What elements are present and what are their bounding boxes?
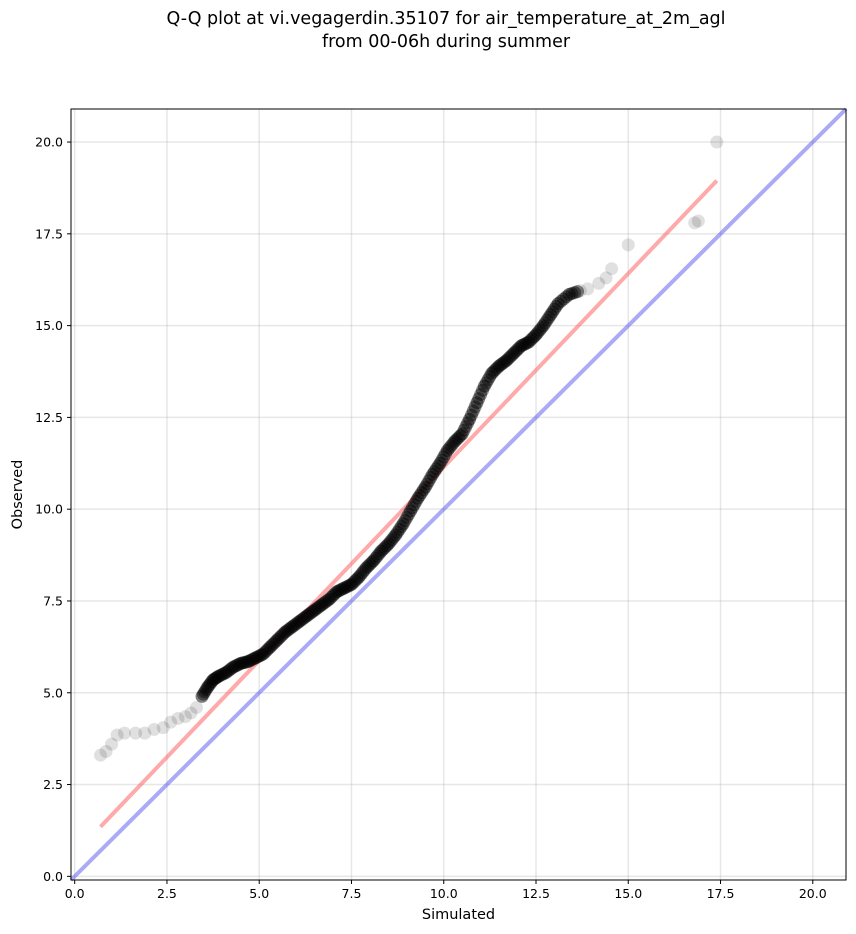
y-tick-label: 7.5: [43, 593, 63, 608]
data-point: [435, 453, 449, 467]
data-point: [477, 379, 491, 393]
data-point: [164, 715, 178, 729]
data-point: [710, 135, 724, 149]
data-point: [688, 216, 702, 230]
data-point: [565, 286, 579, 300]
data-point: [105, 737, 119, 751]
data-point: [118, 726, 132, 740]
x-tick-label: 10.0: [430, 886, 458, 901]
data-point: [592, 276, 606, 290]
data-point: [581, 282, 595, 296]
data-point: [529, 328, 543, 342]
data-point: [479, 376, 493, 390]
data-point: [99, 745, 113, 758]
data-point: [367, 554, 381, 568]
x-tick-label: 15.0: [614, 886, 642, 901]
data-point: [551, 297, 565, 311]
data-point: [398, 514, 412, 528]
plot-frame: [70, 108, 847, 881]
y-tick-label: 2.5: [43, 777, 63, 792]
data-point: [110, 728, 124, 742]
x-tick-label: 20.0: [799, 886, 827, 901]
fit-line: [99, 179, 719, 829]
data-point: [573, 284, 587, 298]
data-point: [544, 308, 558, 322]
y-tick-label: 10.0: [35, 502, 63, 517]
y-tick-label: 0.0: [43, 869, 63, 884]
data-point: [405, 501, 419, 515]
y-tick-label: 12.5: [35, 410, 63, 425]
data-point: [418, 480, 432, 494]
grid: [71, 109, 846, 880]
x-tick-label: 0.0: [65, 886, 85, 901]
identity-line: [69, 107, 848, 882]
data-point: [138, 726, 152, 740]
y-tick-label: 15.0: [35, 318, 63, 333]
data-point: [171, 711, 185, 725]
data-point: [147, 722, 161, 736]
data-point: [568, 286, 582, 300]
chart-title: Q-Q plot at vi.vegagerdin.35107 for air_…: [166, 9, 726, 29]
data-point: [189, 700, 203, 714]
x-axis: 0.0 2.5 5.0 7.5 10.0 12.5 15.0 17.5 20.0: [65, 880, 827, 901]
data-point: [426, 467, 440, 481]
data-point: [562, 287, 576, 301]
data-point: [411, 491, 425, 505]
data-point: [571, 285, 585, 299]
y-axis: 0.0 2.5 5.0 7.5 10.0 12.5 15.0 17.5 20.0: [35, 135, 71, 884]
data-point: [440, 443, 454, 457]
data-point: [404, 504, 418, 518]
x-tick-label: 2.5: [157, 886, 177, 901]
data-points: [94, 135, 724, 762]
y-tick-label: 5.0: [43, 685, 63, 700]
data-point: [381, 537, 395, 551]
data-point: [156, 721, 170, 735]
data-point: [433, 456, 447, 470]
data-point: [605, 262, 619, 276]
data-point: [420, 477, 434, 491]
chart-subtitle: from 00-06h during summer: [321, 32, 571, 52]
data-point: [621, 238, 635, 252]
x-tick-label: 12.5: [522, 886, 550, 901]
data-point: [599, 271, 613, 285]
data-point: [389, 528, 403, 542]
data-point: [691, 214, 705, 228]
data-point: [396, 517, 410, 531]
reference-lines: [69, 107, 848, 882]
y-tick-label: 17.5: [35, 226, 63, 241]
data-point: [129, 726, 143, 740]
data-point: [472, 392, 486, 406]
data-point: [184, 706, 198, 720]
data-point: [536, 319, 550, 333]
data-point: [455, 427, 469, 441]
data-point: [352, 570, 366, 584]
y-axis-label: Observed: [10, 460, 26, 530]
data-point: [470, 396, 484, 410]
x-tick-label: 5.0: [249, 886, 269, 901]
data-point: [464, 408, 478, 422]
x-tick-label: 17.5: [707, 886, 735, 901]
data-point: [457, 423, 471, 437]
data-point: [463, 412, 477, 426]
x-tick-label: 7.5: [342, 886, 362, 901]
data-point: [178, 710, 192, 724]
y-tick-label: 20.0: [35, 135, 63, 150]
data-point: [94, 748, 108, 762]
x-axis-label: Simulated: [422, 907, 495, 923]
